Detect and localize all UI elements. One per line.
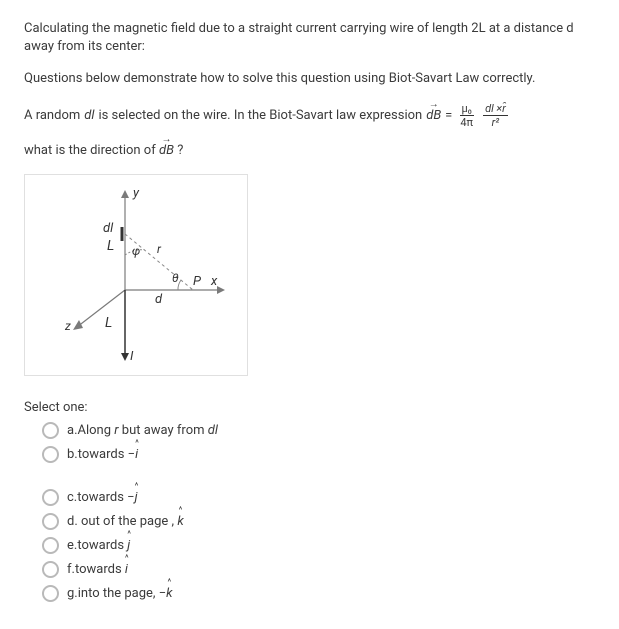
opt-c-sign: −: [127, 490, 134, 505]
q-text-a: A random: [24, 108, 80, 123]
diagram-container: y x z dl L L I φ r θ P d: [24, 174, 248, 376]
option-a[interactable]: a.Along r but away from dl: [42, 422, 595, 439]
opt-e-sym: j: [127, 538, 130, 553]
frac-num-1: μ₀: [460, 103, 474, 116]
frac-den-1: 4π: [458, 116, 475, 128]
option-e[interactable]: e.towards j: [42, 537, 595, 554]
current-arrow: [121, 353, 129, 361]
label-L-bot: L: [105, 315, 112, 331]
label-z: z: [64, 319, 71, 333]
label-r: r: [157, 242, 162, 256]
opt-c-sym: j: [135, 490, 138, 505]
opt-b-pre: b.towards: [67, 447, 128, 462]
label-phi: φ: [132, 244, 140, 258]
option-g[interactable]: g.into the page, −k: [42, 585, 595, 602]
y-arrow: [121, 190, 129, 198]
radio-e[interactable]: [42, 537, 59, 554]
z-axis: [77, 290, 125, 327]
radio-f[interactable]: [42, 561, 59, 578]
equals: =: [445, 108, 452, 123]
opt-a-post: but away from: [119, 423, 208, 438]
q2-text-a: what is the direction of: [24, 143, 159, 158]
opt-a-pre: a.Along: [67, 423, 114, 438]
opt-a-sym: dl: [208, 423, 218, 438]
option-a-text: a.Along r but away from dl: [67, 423, 218, 438]
option-e-text: e.towards j: [67, 538, 130, 553]
opt-b-sym: i: [135, 447, 138, 462]
q-text-b: is selected on the wire. In the Biot-Sav…: [98, 108, 422, 123]
option-f-text: f.towards i: [67, 562, 128, 577]
frac-den-2-txt: r²: [492, 116, 500, 129]
opt-g-sign: −: [159, 586, 166, 601]
frac-num-2-txt: dl ×r̂: [485, 102, 506, 115]
opt-e-pre: e.towards: [67, 538, 127, 553]
label-L-top: L: [107, 238, 114, 254]
question-expression: A random dl is selected on the wire. In …: [24, 103, 595, 128]
select-one-label: Select one:: [24, 400, 595, 415]
dB-text: dB: [426, 108, 441, 123]
frac-mu0-4pi: μ₀ 4π: [458, 103, 475, 128]
radio-d[interactable]: [42, 513, 59, 530]
option-b-text: b.towards −i: [67, 447, 138, 462]
dB-vector-2: dB: [159, 142, 174, 160]
opt-f-pre: f.towards: [67, 562, 125, 577]
frac-num-2: dl ×r̂: [483, 103, 508, 116]
radio-b[interactable]: [42, 446, 59, 463]
opt-d-sym: k: [177, 514, 183, 529]
label-P: P: [193, 274, 202, 289]
option-c-text: c.towards −j: [67, 490, 138, 505]
radio-c[interactable]: [42, 489, 59, 506]
radio-g[interactable]: [42, 585, 59, 602]
frac-den-2: r²: [490, 116, 502, 128]
opt-f-sym: i: [125, 562, 128, 577]
diagram-svg: y x z dl L L I φ r θ P d: [25, 175, 247, 375]
dB-vector: dB: [426, 108, 441, 123]
option-d-text: d. out of the page , k: [67, 514, 184, 529]
dl-symbol: dl: [84, 108, 94, 123]
option-g-text: g.into the page, −k: [67, 586, 173, 601]
dB-text-2: dB: [159, 143, 174, 158]
opt-d-pre: d. out of the page ,: [67, 514, 177, 529]
label-theta: θ: [172, 271, 179, 285]
option-b[interactable]: b.towards −i: [42, 446, 595, 463]
radio-a[interactable]: [42, 422, 59, 439]
opt-g-sym: k: [166, 586, 172, 601]
label-y: y: [132, 186, 140, 201]
intro-line-1: Calculating the magnetic field due to a …: [24, 20, 595, 56]
q2-text-b: ?: [177, 143, 183, 158]
option-d[interactable]: d. out of the page , k: [42, 513, 595, 530]
question-line-2: what is the direction of dB ?: [24, 142, 595, 160]
label-x: x: [210, 274, 218, 289]
opt-b-sign: −: [128, 447, 135, 462]
label-dl: dl: [103, 221, 114, 236]
opt-g-pre: g.into the page,: [67, 586, 159, 601]
option-f[interactable]: f.towards i: [42, 561, 595, 578]
frac-dlxr-r2: dl ×r̂ r²: [483, 103, 508, 128]
option-c[interactable]: c.towards −j: [42, 489, 595, 506]
label-I: I: [130, 349, 134, 364]
label-d: d: [155, 292, 163, 307]
z-arrow: [73, 320, 83, 330]
intro-line-2: Questions below demonstrate how to solve…: [24, 70, 595, 88]
opt-c-pre: c.towards: [67, 490, 127, 505]
x-arrow: [217, 286, 225, 294]
